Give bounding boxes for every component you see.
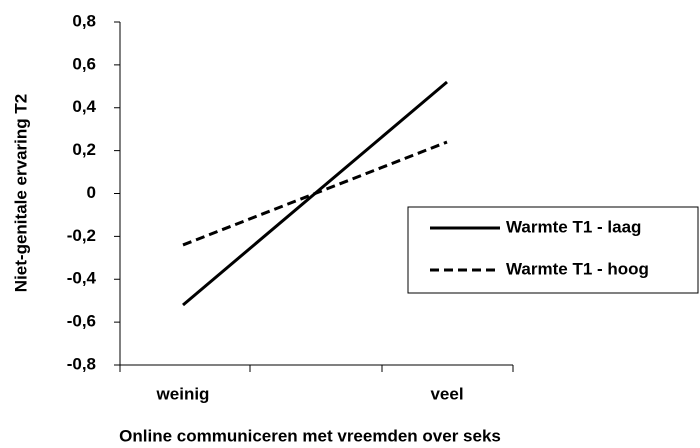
x-tick-label: veel bbox=[430, 384, 463, 403]
series-line bbox=[182, 140, 448, 247]
y-tick-label: 0 bbox=[87, 183, 96, 202]
y-tick-label: 0,2 bbox=[72, 140, 96, 159]
y-tick-label: 0,4 bbox=[72, 97, 96, 116]
y-tick-label: -0,2 bbox=[67, 226, 96, 245]
legend-box bbox=[407, 206, 699, 294]
x-tick-label: weinig bbox=[156, 384, 210, 403]
y-tick-label: -0,8 bbox=[67, 354, 96, 373]
x-axis-title: Online communiceren met vreemden over se… bbox=[119, 426, 501, 445]
y-tick-label: 0,6 bbox=[72, 54, 96, 73]
y-tick-label: -0,6 bbox=[67, 312, 96, 331]
y-tick-label: -0,4 bbox=[67, 269, 97, 288]
y-tick-label: 0,8 bbox=[72, 11, 96, 30]
legend-label: Warmte T1 - hoog bbox=[506, 259, 649, 278]
y-axis-title: Niet-genitale ervaring T2 bbox=[11, 94, 30, 292]
legend-label: Warmte T1 - laag bbox=[506, 217, 641, 236]
